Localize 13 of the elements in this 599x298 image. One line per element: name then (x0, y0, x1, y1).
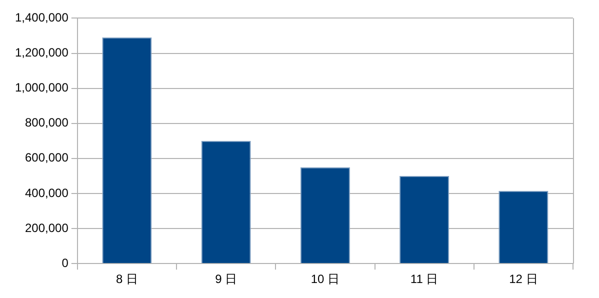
y-tick-label: 1,400,000 (14, 10, 69, 25)
x-tick-label: 11 日 (410, 272, 438, 286)
x-tick-label: 8 日 (116, 272, 138, 286)
x-tick-label: 12 日 (509, 272, 538, 286)
y-tick-label: 400,000 (24, 186, 69, 200)
y-tick-label: 0 (62, 256, 69, 270)
y-tick-label: 600,000 (24, 150, 69, 165)
y-tick-label: 1,000,000 (14, 80, 69, 95)
x-tick-label: 10 日 (310, 272, 340, 286)
x-tick-label: 9 日 (215, 272, 238, 286)
y-tick-label: 200,000 (24, 220, 69, 235)
y-tick-label: 1,200,000 (14, 46, 69, 60)
y-tick-label: 800,000 (24, 116, 69, 130)
